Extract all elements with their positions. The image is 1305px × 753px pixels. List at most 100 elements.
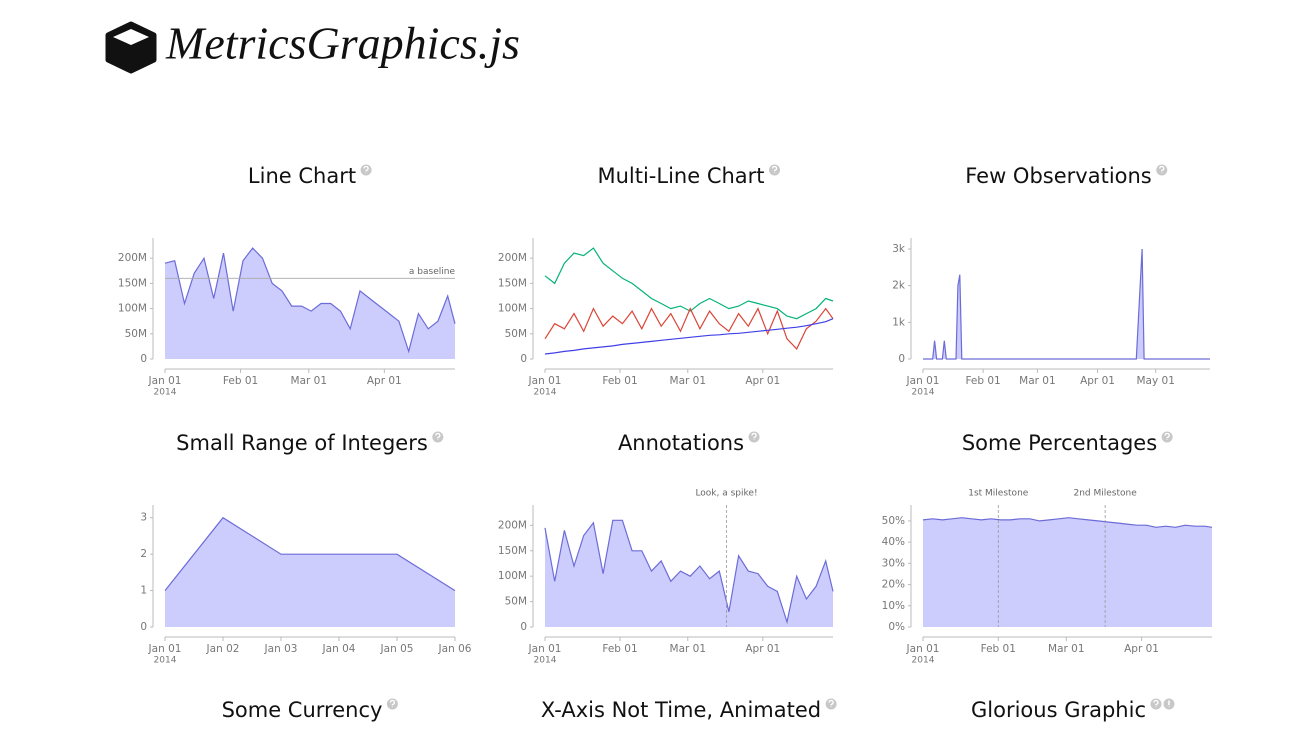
line (544, 307, 834, 350)
y-tick-label: 0% (888, 621, 905, 633)
x-tick-label: Jan 01 (906, 643, 940, 655)
help-icon-glyph (1164, 432, 1170, 440)
x-tick-label: Jan 01 (528, 375, 562, 387)
y-tick-label: 100M (118, 303, 147, 315)
x-tick-label: Apr 01 (1080, 375, 1115, 387)
y-tick-label: 3k (892, 243, 906, 255)
y-tick-label: 150M (498, 545, 527, 557)
y-tick-label: 50M (505, 596, 527, 608)
x-tick-label: Feb 01 (223, 375, 258, 387)
chart-title: Few Observations (965, 164, 1152, 188)
y-tick-label: 1k (892, 316, 906, 328)
chart-title: Small Range of Integers (176, 431, 428, 455)
x-tick-label: Jan 01 (148, 643, 182, 655)
line (164, 516, 456, 592)
y-tick-label: 20% (882, 579, 905, 591)
y-tick-label: 50% (882, 515, 905, 527)
x-tick-label: Jan 01 (906, 375, 940, 387)
x-tick-label: Feb 01 (981, 643, 1016, 655)
y-tick-label: 2 (140, 548, 147, 560)
x-tick-label: Jan 01 (528, 643, 562, 655)
chart-title: Glorious Graphic (971, 698, 1146, 722)
area (545, 520, 833, 627)
help-icon-glyph (771, 165, 778, 173)
help-icon-glyph (389, 699, 396, 707)
line (544, 318, 834, 355)
marker-label: Look, a spike! (695, 489, 757, 499)
x-tick-label: Jan 06 (438, 643, 472, 655)
line (544, 247, 834, 320)
x-tick-label: Jan 02 (206, 643, 240, 655)
x-year-label: 2014 (912, 656, 935, 666)
y-tick-label: 200M (498, 519, 527, 531)
area (923, 249, 1210, 359)
chart-title: Some Percentages (962, 431, 1157, 455)
help-icon (825, 698, 837, 710)
x-year-label: 2014 (534, 656, 557, 666)
line (923, 248, 1210, 360)
y-tick-label: 0 (520, 353, 527, 365)
x-tick-label: Feb 01 (602, 375, 637, 387)
chart-title: Line Chart (248, 164, 356, 188)
y-tick-label: 0 (140, 621, 147, 633)
x-tick-label: Jan 01 (148, 375, 182, 387)
x-year-label: 2014 (154, 656, 177, 666)
y-tick-label: 2k (892, 280, 906, 292)
help-icon (1150, 698, 1162, 710)
help-icon-glyph (1159, 165, 1165, 173)
line (164, 247, 456, 354)
area (165, 517, 455, 627)
help-icon (1156, 164, 1168, 176)
marker-label: 2nd Milestone (1074, 489, 1138, 499)
x-tick-label: Mar 01 (291, 375, 328, 387)
x-tick-label: Mar 01 (1019, 375, 1056, 387)
x-tick-label: Feb 01 (602, 643, 637, 655)
help-icon-glyph (828, 699, 834, 707)
y-tick-label: 150M (498, 277, 527, 289)
help-icon (386, 698, 398, 710)
y-tick-label: 200M (118, 252, 147, 264)
help-icon-glyph (751, 432, 757, 440)
x-tick-label: Mar 01 (1048, 643, 1085, 655)
x-tick-label: Mar 01 (670, 643, 707, 655)
logo-icon (105, 21, 157, 74)
y-tick-label: 100M (498, 303, 527, 315)
y-tick-label: 100M (498, 570, 527, 582)
help-icon (432, 431, 444, 443)
x-tick-label: Jan 03 (264, 643, 298, 655)
y-tick-label: 3 (140, 512, 147, 524)
y-tick-label: 0 (898, 353, 905, 365)
y-tick-label: 0 (520, 621, 527, 633)
x-tick-label: Apr 01 (1124, 643, 1159, 655)
x-tick-label: Jan 04 (322, 643, 356, 655)
y-tick-label: 40% (882, 536, 905, 548)
x-year-label: 2014 (534, 388, 557, 398)
line (922, 517, 1213, 528)
help-icon (748, 431, 760, 443)
help-icon (1161, 431, 1173, 443)
x-tick-label: Apr 01 (745, 643, 780, 655)
help-icon (360, 164, 372, 176)
y-tick-label: 1 (140, 585, 147, 597)
y-tick-label: 30% (882, 557, 905, 569)
x-tick-label: Apr 01 (745, 375, 780, 387)
x-year-label: 2014 (154, 388, 177, 398)
help-icon (1163, 698, 1175, 710)
baseline-label: a baseline (409, 267, 456, 277)
help-icon-glyph (363, 165, 369, 173)
x-tick-label: Feb 01 (965, 375, 1000, 387)
y-tick-label: 10% (882, 600, 905, 612)
area (165, 248, 455, 359)
chart-title: Some Currency (222, 698, 383, 722)
x-year-label: 2014 (912, 388, 935, 398)
marker-label: 1st Milestone (968, 489, 1029, 499)
y-tick-label: 50M (125, 328, 147, 340)
help-icon-glyph (1153, 699, 1159, 707)
brand-title: MetricsGraphics.js (165, 18, 520, 69)
y-tick-label: 150M (118, 277, 147, 289)
y-tick-label: 0 (140, 353, 147, 365)
line (544, 519, 834, 625)
x-tick-label: Mar 01 (670, 375, 707, 387)
